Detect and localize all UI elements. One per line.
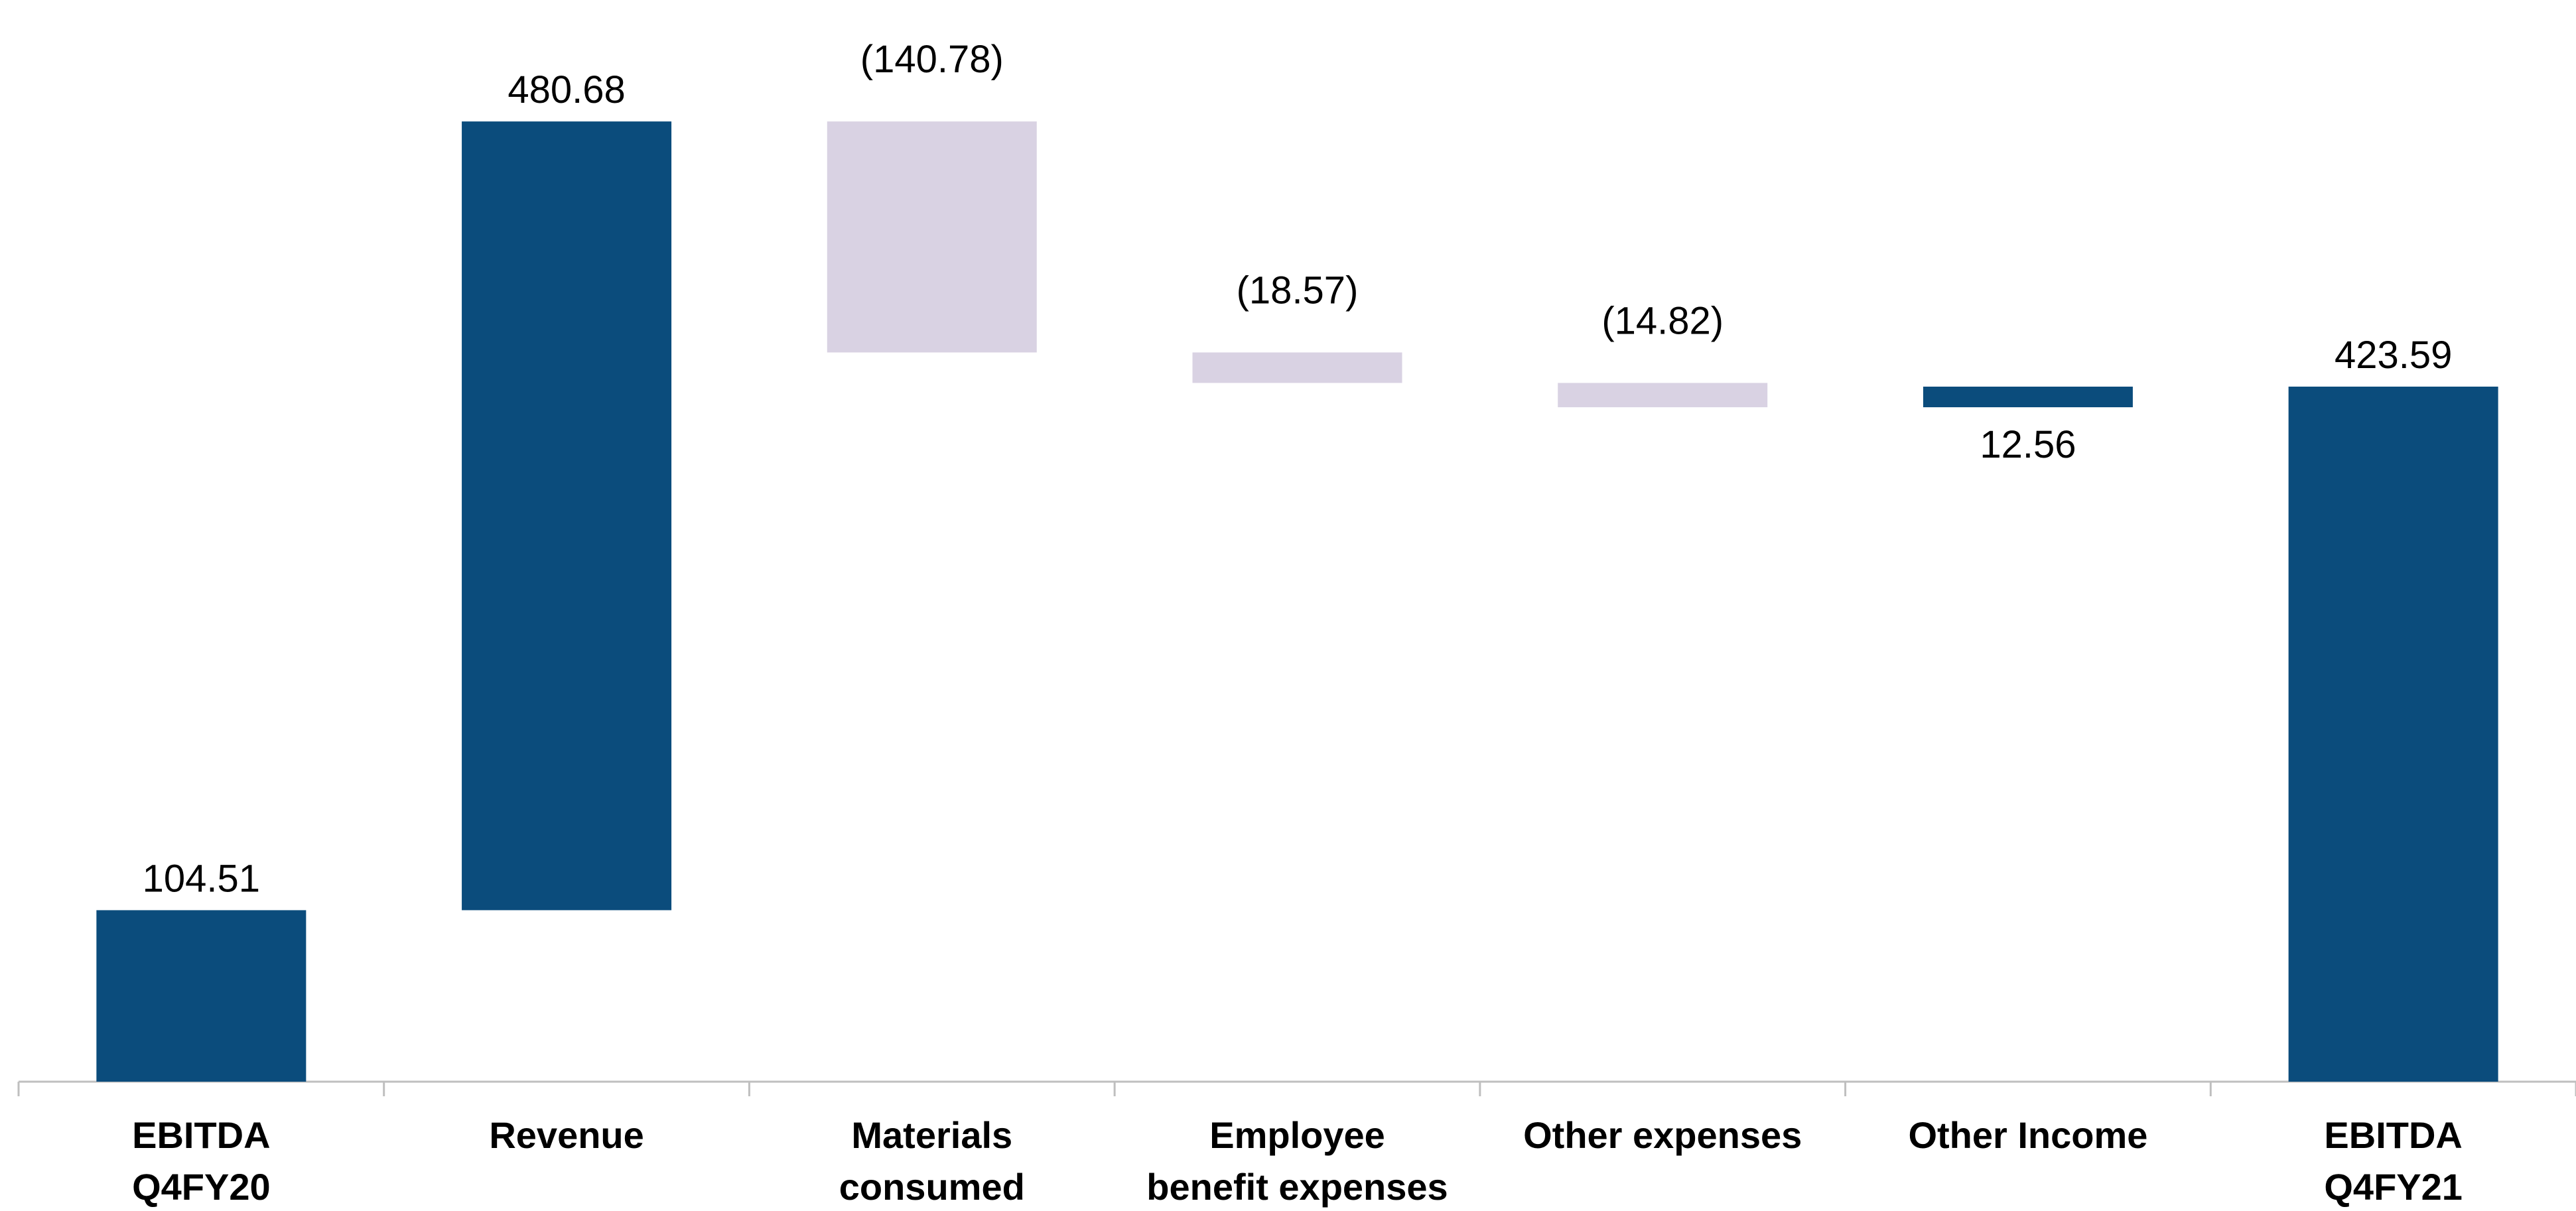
bar-1 xyxy=(462,121,672,911)
value-label: 423.59 xyxy=(2335,334,2452,377)
category-label: Other expenses xyxy=(1523,1114,1802,1156)
category-label: Employee xyxy=(1209,1114,1385,1156)
bar-4 xyxy=(1558,383,1768,408)
value-label: 480.68 xyxy=(508,68,625,111)
value-label: 12.56 xyxy=(1980,423,2076,466)
category-label: consumed xyxy=(839,1166,1025,1208)
category-label: Materials xyxy=(851,1114,1012,1156)
category-labels: EBITDA Q4FY20 Revenue Materials consumed Empl… xyxy=(132,1114,2463,1208)
bar-5 xyxy=(1923,386,2133,408)
value-label: (140.78) xyxy=(860,38,1004,81)
category-label: Q4FY21 xyxy=(2324,1166,2463,1208)
value-label: (14.82) xyxy=(1601,299,1724,342)
value-label: 104.51 xyxy=(143,857,260,900)
value-label: (18.57) xyxy=(1237,269,1359,312)
category-label: Q4FY20 xyxy=(132,1166,271,1208)
bars xyxy=(96,121,2498,1082)
bar-2 xyxy=(827,121,1037,353)
value-labels: 104.51 480.68 (140.78) (18.57) (14.82) 12.56 4… xyxy=(143,38,2453,900)
bar-6 xyxy=(2288,386,2498,1082)
x-axis-ticks xyxy=(17,1082,2576,1096)
bar-0 xyxy=(96,910,306,1082)
category-label: benefit expenses xyxy=(1146,1166,1448,1208)
category-label: EBITDA xyxy=(132,1114,270,1156)
category-label: Other Income xyxy=(1908,1114,2147,1156)
category-label: Revenue xyxy=(489,1114,644,1156)
category-label: EBITDA xyxy=(2324,1114,2462,1156)
bar-3 xyxy=(1192,352,1402,383)
